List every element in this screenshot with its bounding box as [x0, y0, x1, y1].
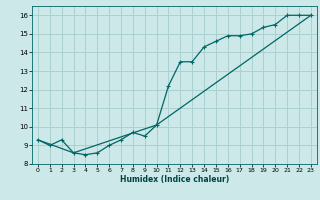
X-axis label: Humidex (Indice chaleur): Humidex (Indice chaleur): [120, 175, 229, 184]
